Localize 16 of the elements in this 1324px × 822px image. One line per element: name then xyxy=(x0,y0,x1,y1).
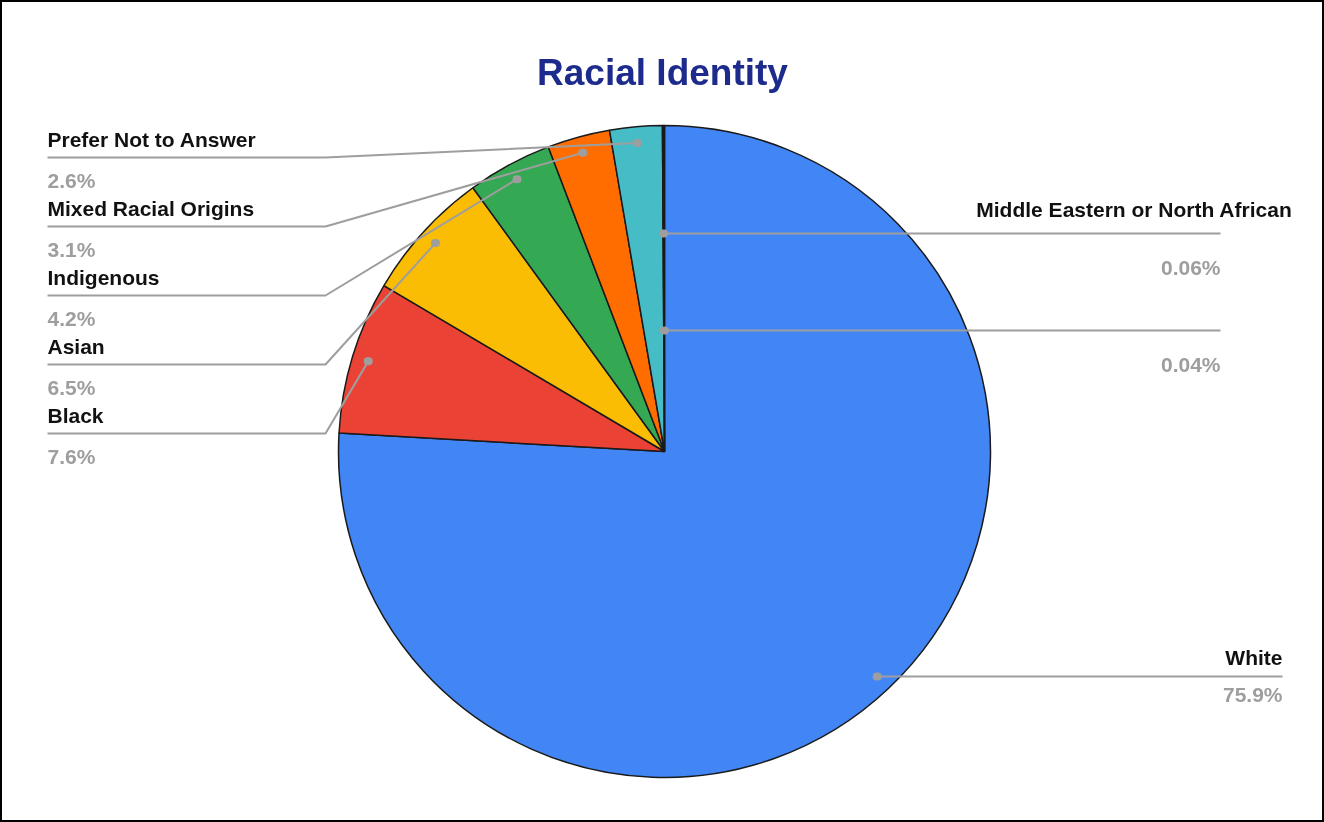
data-label: 7.6% xyxy=(47,445,96,468)
data-label: 0.06% xyxy=(1160,256,1221,279)
slice-label: White xyxy=(1225,646,1283,670)
chart-title: Racial Identity xyxy=(537,52,789,93)
data-label: 2.6% xyxy=(47,169,96,192)
data-label: 4.2% xyxy=(47,307,96,330)
slice-label: Black xyxy=(47,404,104,427)
data-label: 75.9% xyxy=(1222,683,1283,707)
data-label: 3.1% xyxy=(47,238,96,261)
slice-label: Prefer Not to Answer xyxy=(47,128,256,151)
slice-label: Mixed Racial Origins xyxy=(47,197,255,220)
data-label: 0.04% xyxy=(1160,353,1221,376)
slice-label: Middle Eastern or North African xyxy=(976,198,1292,221)
slice-label: Indigenous xyxy=(47,266,160,289)
data-label: 6.5% xyxy=(47,376,96,399)
slice-label: Asian xyxy=(47,335,105,358)
